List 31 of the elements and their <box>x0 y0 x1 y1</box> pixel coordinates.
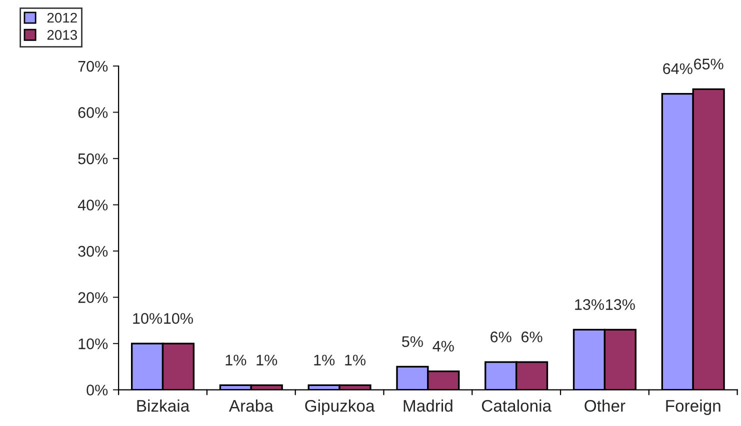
y-tick-label: 70% <box>78 60 108 72</box>
data-label: 65% <box>694 58 724 70</box>
x-tick-label: Other <box>584 400 626 412</box>
y-tick-label: 0% <box>86 384 108 396</box>
x-tick-label: Gipuzkoa <box>305 400 375 416</box>
x-tick-label: Araba <box>228 400 274 412</box>
data-label: 1% <box>345 354 366 366</box>
y-tick-label: 30% <box>78 246 108 257</box>
data-label: 6% <box>490 332 512 342</box>
data-label: 1% <box>226 354 246 366</box>
y-tick-label: 20% <box>78 292 108 303</box>
x-tick-label: Catalonia <box>482 400 552 412</box>
y-tick-label: 50% <box>78 153 108 164</box>
y-tick-label: 60% <box>78 107 108 118</box>
data-label: 13% <box>606 299 635 310</box>
data-label: 1% <box>256 354 278 366</box>
legend-label: 2012 <box>47 12 77 23</box>
y-tick-label: 10% <box>78 338 108 350</box>
legend-label: 2013 <box>47 30 77 40</box>
data-label: 4% <box>432 340 454 352</box>
x-tick-label: Madrid <box>404 400 452 412</box>
x-tick-label: Bizkaia <box>137 400 190 412</box>
data-label: 6% <box>522 332 542 342</box>
y-tick-label: 40% <box>78 200 108 210</box>
data-label: 13% <box>575 299 604 310</box>
data-label: 1% <box>314 354 335 366</box>
x-tick-label: Foreign <box>666 400 720 416</box>
data-label: 10% <box>133 313 162 324</box>
data-label: 64% <box>663 63 692 74</box>
data-label: 5% <box>402 336 423 347</box>
data-label: 10% <box>164 313 193 324</box>
